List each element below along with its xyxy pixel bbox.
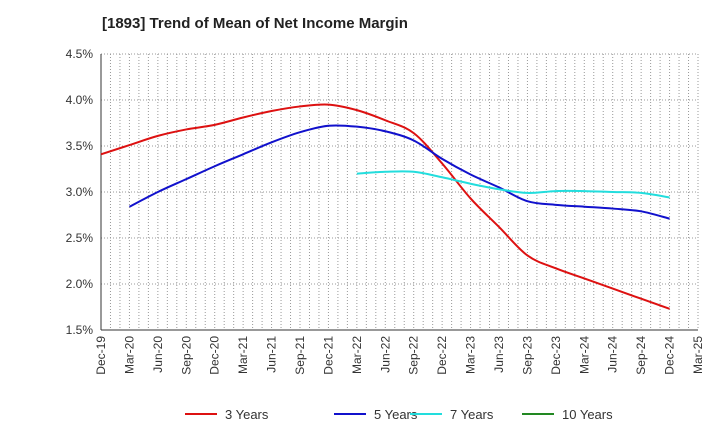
x-tick-label: Dec-19 xyxy=(94,336,108,375)
x-tick-label: Sep-22 xyxy=(407,336,421,375)
y-tick-label: 3.0% xyxy=(66,185,94,199)
series-line-3-years xyxy=(100,103,670,310)
x-tick-label: Mar-24 xyxy=(577,336,591,374)
x-tick-label: Jun-22 xyxy=(378,336,392,373)
x-tick-label: Jun-23 xyxy=(492,336,506,373)
x-tick-label: Jun-24 xyxy=(606,336,620,373)
x-tick-label: Mar-23 xyxy=(464,336,478,374)
x-tick-label: Sep-20 xyxy=(179,336,193,375)
y-tick-label: 3.5% xyxy=(66,139,94,153)
y-tick-label: 1.5% xyxy=(66,323,94,337)
x-tick-label: Jun-20 xyxy=(151,336,165,373)
legend-label-5-years: 5 Years xyxy=(374,407,418,422)
legend: 3 Years 5 Years 7 Years 10 Years xyxy=(185,407,613,422)
x-tick-label: Mar-22 xyxy=(350,336,364,374)
x-tick-label: Mar-21 xyxy=(236,336,250,374)
axes: 4.5% 4.0% 3.5% 3.0% 2.5% 2.0% 1.5%Dec-19 Mar-20… xyxy=(66,47,705,375)
x-tick-label: Dec-22 xyxy=(435,336,449,375)
series-line-5-years xyxy=(128,124,670,220)
y-tick-label: 4.5% xyxy=(66,47,94,61)
legend-label-7-years: 7 Years xyxy=(450,407,494,422)
x-tick-label: Dec-23 xyxy=(549,336,563,375)
chart-title: [1893] Trend of Mean of Net Income Margi… xyxy=(102,15,408,32)
x-tick-label: Jun-21 xyxy=(265,336,279,373)
y-tick-label: 2.5% xyxy=(66,231,94,245)
x-tick-label: Sep-23 xyxy=(520,336,534,375)
x-tick-label: Mar-20 xyxy=(122,336,136,374)
x-tick-label: Dec-24 xyxy=(663,336,677,375)
x-tick-label: Sep-24 xyxy=(634,336,648,375)
x-tick-label: Dec-20 xyxy=(208,336,222,375)
x-tick-label: Dec-21 xyxy=(321,336,335,375)
legend-label-3-years: 3 Years xyxy=(225,407,269,422)
y-tick-label: 4.0% xyxy=(66,93,94,107)
series-line-7-years xyxy=(356,170,670,199)
y-tick-label: 2.0% xyxy=(66,277,94,291)
series-lines xyxy=(100,103,670,310)
legend-label-10-years: 10 Years xyxy=(562,407,613,422)
x-tick-label: Sep-21 xyxy=(293,336,307,375)
x-tick-label: Mar-25 xyxy=(691,336,705,374)
